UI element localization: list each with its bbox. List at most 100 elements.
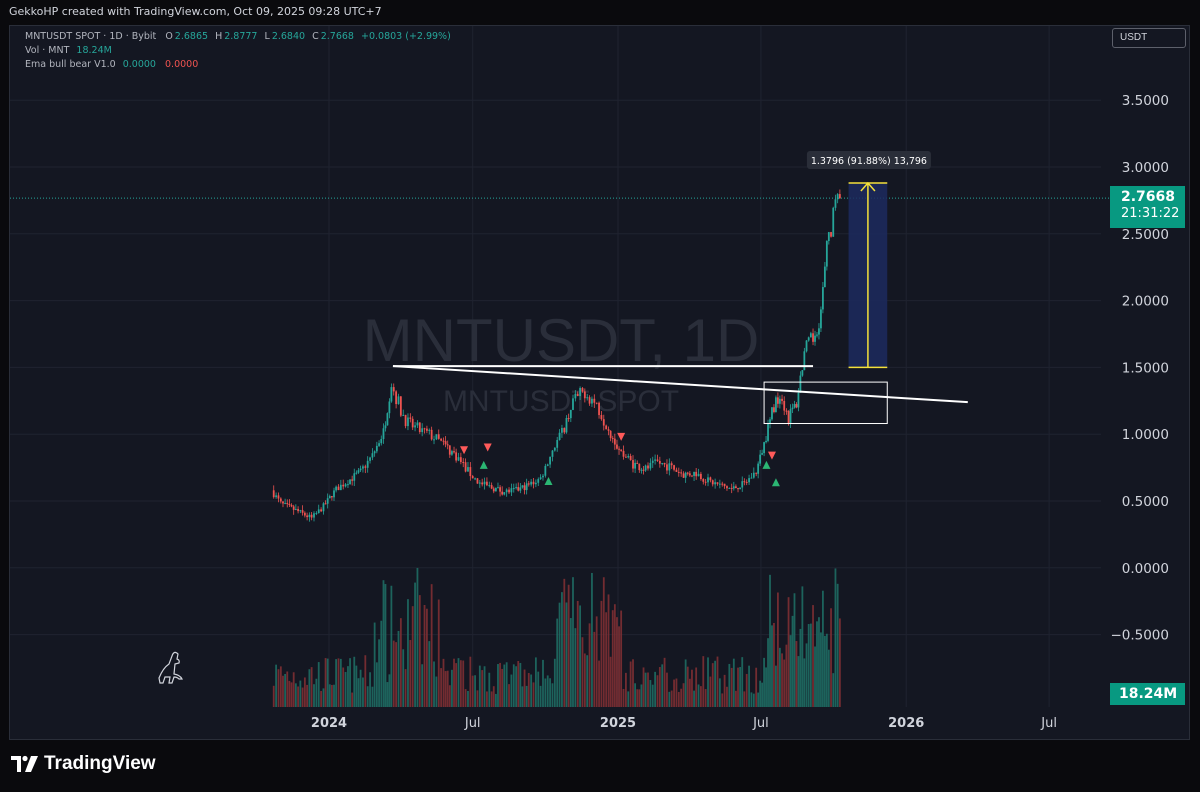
- volume-bar: [407, 599, 409, 707]
- candle-body: [542, 475, 544, 478]
- candle-body: [732, 486, 735, 489]
- candle-body: [658, 460, 661, 464]
- candle-body: [640, 469, 643, 471]
- descending-trendline: [392, 365, 968, 404]
- volume-bar: [561, 592, 563, 707]
- candle-body: [556, 440, 559, 448]
- volume-bar: [595, 616, 598, 707]
- candle-body: [642, 469, 645, 471]
- volume-bar: [508, 684, 510, 707]
- candle-body: [402, 414, 405, 416]
- volume-bar: [347, 666, 349, 707]
- volume-bar: [765, 667, 767, 707]
- volume-bar: [344, 671, 347, 707]
- candle-body: [739, 487, 742, 490]
- chart-canvas[interactable]: MNTUSDT, 1D MNTUSDT SPOT 1.3796 (91.88%) 1…: [10, 26, 1191, 741]
- candle-body: [525, 483, 528, 491]
- candle-body: [486, 481, 488, 486]
- candle-body: [416, 422, 419, 426]
- candle-body: [284, 503, 287, 505]
- candle-body: [591, 398, 593, 404]
- candle-body: [517, 487, 520, 491]
- candle-body: [404, 414, 407, 427]
- candle-body: [797, 392, 800, 408]
- candle-body: [282, 501, 284, 504]
- candle-body: [428, 429, 431, 431]
- volume-bar: [735, 690, 737, 707]
- candle-body: [763, 442, 765, 454]
- candle-body: [369, 457, 371, 461]
- volume-bar: [761, 682, 764, 707]
- volume-bar: [805, 643, 808, 707]
- volume-bar: [459, 660, 462, 707]
- volume-bar: [609, 656, 612, 707]
- volume-bar: [649, 680, 652, 707]
- volume-bar: [503, 664, 506, 707]
- candle-body: [290, 505, 293, 507]
- volume-bar: [426, 608, 428, 707]
- volume-bar: [654, 671, 657, 707]
- volume-bar: [814, 646, 816, 707]
- candle-body: [303, 512, 306, 516]
- candle-body: [426, 428, 428, 431]
- candle-body: [647, 465, 649, 469]
- volume-bar: [315, 678, 318, 707]
- candle-body: [832, 207, 835, 237]
- candle-body: [409, 417, 412, 419]
- candle-body: [629, 456, 632, 461]
- volume-bar: [750, 692, 753, 707]
- volume-bars: [272, 567, 841, 707]
- candle-body: [433, 439, 435, 441]
- volume-bar: [490, 691, 493, 707]
- volume-bar: [494, 693, 497, 707]
- candle-body: [364, 466, 367, 468]
- candles: [272, 189, 841, 522]
- volume-bar: [598, 660, 600, 707]
- bar-countdown: 21:31:22: [1121, 206, 1180, 221]
- chart-pane[interactable]: MNTUSDT, 1D MNTUSDT SPOT 1.3796 (91.88%) 1…: [9, 25, 1190, 740]
- volume-bar: [785, 644, 788, 707]
- volume-bar: [375, 662, 378, 707]
- volume-bar: [752, 693, 755, 707]
- buy-signal-icon: [544, 476, 553, 485]
- volume-bar: [565, 602, 568, 707]
- candle-body: [748, 478, 750, 483]
- candle-body: [812, 333, 814, 342]
- volume-bar: [809, 623, 812, 707]
- volume-bar: [757, 692, 760, 707]
- volume-bar: [693, 690, 695, 707]
- candle-body: [423, 428, 426, 430]
- volume-bar: [299, 680, 302, 707]
- candle-body: [272, 490, 275, 498]
- candle-body: [663, 462, 666, 465]
- volume-bar: [382, 580, 385, 707]
- candle-body: [508, 489, 510, 493]
- tradingview-brand[interactable]: TradingView: [10, 753, 156, 775]
- volume-bar: [556, 618, 559, 707]
- candle-body: [315, 513, 318, 515]
- volume-bar: [634, 683, 637, 707]
- volume-bar: [411, 606, 414, 707]
- candle-body: [301, 510, 304, 513]
- volume-bar: [688, 678, 691, 707]
- volume-bar: [549, 678, 551, 707]
- candle-body: [737, 488, 739, 490]
- volume-bar: [322, 688, 325, 707]
- indicator-value-bull: 0.0000: [122, 59, 156, 70]
- volume-bar: [801, 586, 804, 707]
- candle-body: [785, 410, 788, 412]
- volume-bar: [627, 691, 630, 707]
- open-label: O: [165, 31, 173, 42]
- volume-bar: [515, 666, 518, 707]
- candle-body: [322, 503, 325, 512]
- currency-button[interactable]: USDT: [1112, 28, 1186, 48]
- candle-body: [634, 462, 637, 469]
- candle-body: [638, 463, 641, 471]
- candle-body: [349, 479, 351, 485]
- volume-bar: [505, 662, 508, 707]
- volume-bar: [453, 658, 455, 707]
- candle-body: [783, 400, 786, 411]
- volume-bar: [673, 679, 675, 707]
- candle-body: [421, 428, 424, 433]
- volume-bar: [455, 663, 458, 707]
